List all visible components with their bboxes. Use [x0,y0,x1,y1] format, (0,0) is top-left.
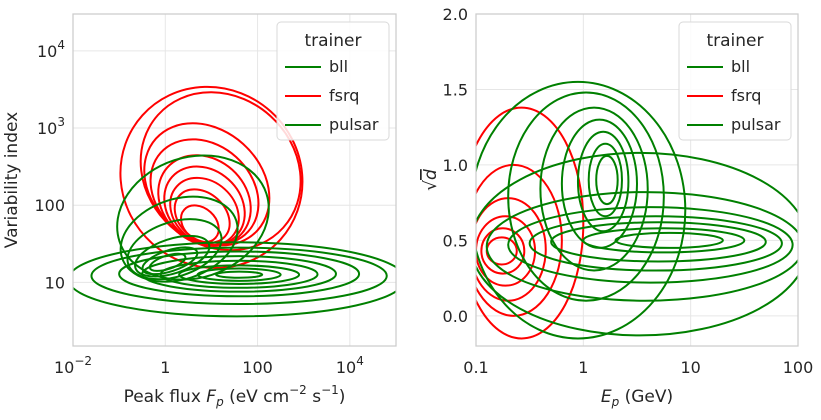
contour-line [157,154,252,247]
contour-line [539,106,649,272]
y-tick-label: 10 [45,273,65,292]
contour-line [560,118,639,249]
contour-line [485,191,798,302]
legend-box [678,21,792,141]
contour-line [196,267,282,282]
series-pulsar [73,241,396,318]
y-axis-label: Variability index [2,112,22,248]
series-bll [476,80,687,340]
legend-title: trainer [706,31,763,51]
legend-item-bll: bll [329,57,348,76]
contour-line [528,215,783,272]
contour-line [480,227,526,275]
contour-line [159,259,319,289]
x-tick-label: 100 [783,358,814,377]
contour-line [507,91,665,302]
contours [73,85,396,318]
contour-line [90,246,388,306]
legend: trainer bll fsrq pulsar [678,21,792,141]
legend-title: trainer [304,31,361,51]
contour-line [476,80,687,340]
y-tick-label: 0.0 [443,307,468,326]
x-axis-label: Ep (GeV) [601,387,673,409]
x-tick-label: 0.1 [463,358,488,377]
contour-line [595,154,619,206]
contour-line [576,130,630,233]
contour-line [476,106,585,340]
x-axis-label: Peak flux Fp (eV cm−2 s−1) [124,383,346,409]
contour-line [134,234,211,278]
series-pulsar [476,151,798,337]
y-tick-label: 1.0 [443,156,468,175]
x-tick-label: 1 [160,358,170,377]
chart-panel-1: 10−2 1 100 104 10 100 103 104 Peak flux Fp (eV c… [2,13,397,409]
y-tick-label: 100 [34,196,65,215]
legend-item-pulsar: pulsar [731,115,781,134]
contour-line [118,250,361,298]
contour-line [476,151,798,337]
x-tick-label: 100 [242,358,273,377]
y-axis-label: √d [421,169,441,191]
plot-frame [72,13,397,347]
contour-line [215,270,264,279]
contour-line [119,85,304,269]
contour-line [507,206,794,284]
contour-line [116,154,270,281]
x-tick-label: 10−2 [54,354,92,377]
y-tick-label: 1.5 [443,80,468,99]
legend-item-pulsar: pulsar [329,115,379,134]
legend-item-fsrq: fsrq [329,86,359,105]
contour-line [178,264,301,285]
contours [476,80,798,340]
legend-item-bll: bll [731,57,750,76]
contour-line [587,142,623,218]
plot-frame [475,13,799,347]
contour-line [476,163,563,317]
contour-line [614,231,724,249]
legend-box [276,21,390,141]
contour-line [550,221,767,263]
series-fsrq [476,106,585,340]
legend-item-fsrq: fsrq [731,86,761,105]
y-tick-label: 0.5 [443,231,468,250]
x-tick-label: 104 [336,354,364,377]
y-tick-label: 104 [37,38,65,61]
series-fsrq [119,85,304,269]
legend: trainer bll fsrq pulsar [276,21,390,141]
x-tick-label: 10 [680,358,700,377]
contour-line [73,241,396,318]
chart-panel-2: 0.1 1 10 100 0.0 0.5 1.0 1.5 2.0 Ep (GeV) √d traine… [421,5,813,409]
contour-line [582,227,746,254]
contour-line [141,255,338,293]
x-tick-label: 1 [578,358,588,377]
y-tick-label: 2.0 [443,5,468,24]
contour-line [169,176,240,246]
y-tick-label: 103 [37,115,65,138]
